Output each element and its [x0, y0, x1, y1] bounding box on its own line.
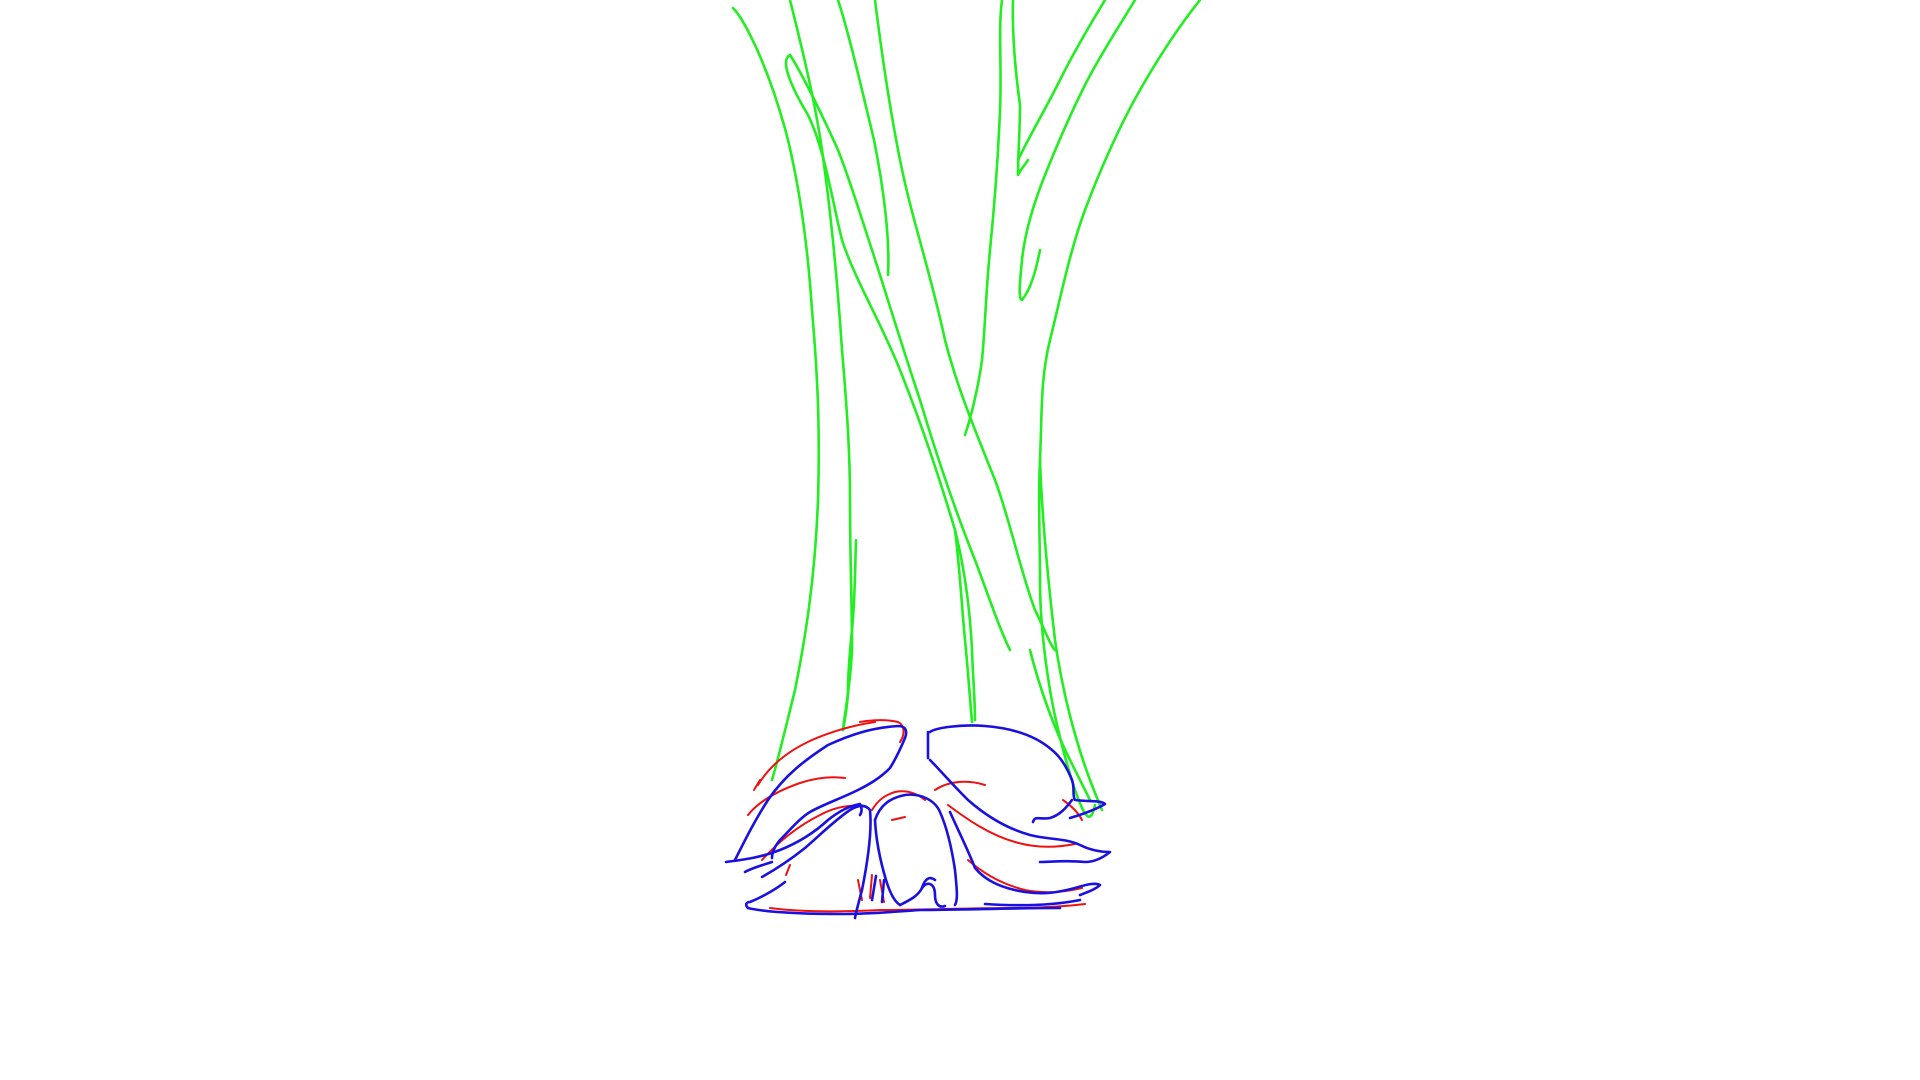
root-outline-strokes	[724, 724, 1112, 920]
sketch-stroke-hatch-2	[869, 874, 873, 899]
root-outline-right-lower	[948, 810, 1102, 897]
sketch-stroke-center-dash	[891, 816, 906, 821]
sketch-stroke-left-cap	[757, 721, 876, 786]
trunk-stroke-center-right	[963, 0, 1004, 437]
root-outline-lower-left	[760, 804, 872, 920]
trunk-stroke-right-short	[1011, 0, 1030, 177]
trunk-stroke-center-left	[836, 0, 890, 277]
sketch-stroke-top-left	[859, 719, 905, 743]
root-outline-hatch-1	[870, 874, 878, 902]
trunk-stroke-root-left	[841, 538, 858, 732]
root-outline-left-lobe	[724, 802, 863, 864]
sketch-stroke-left-mid	[747, 776, 846, 816]
root-outline-base	[746, 906, 1062, 916]
sketch-stroke-small-right	[1062, 799, 1083, 821]
trunk-stroke-right-branch-2	[1018, 0, 1137, 302]
sketch-stroke-hatch-4	[785, 864, 791, 876]
root-outline-right-mid	[928, 758, 1112, 864]
sketch-stroke-right-mid	[947, 804, 1076, 848]
root-outline-right-base	[983, 898, 1082, 907]
root-outline-hatch-2	[880, 878, 886, 904]
root-outline-left-fold	[770, 736, 907, 860]
tree-trunk-strokes	[731, 0, 1202, 818]
trunk-stroke-center-long	[873, 0, 1057, 652]
root-outline-right-knob	[1031, 798, 1074, 824]
trunk-stroke-root-right	[1028, 648, 1092, 802]
root-outline-center-bottom	[898, 882, 947, 908]
trunk-stroke-fork-loop	[784, 53, 977, 722]
root-outline-center-notch	[920, 876, 937, 890]
root-outline-inner-left	[743, 860, 774, 874]
trunk-stroke-fork-inner	[788, 53, 1012, 652]
root-outline-base-left-corner	[744, 880, 787, 910]
trunk-stroke-right-lower	[1038, 458, 1104, 812]
root-outline-left-top	[733, 724, 908, 862]
trunk-stroke-mid-lower	[953, 528, 974, 724]
trunk-stroke-left-outer	[731, 6, 821, 782]
root-outline-center-knob	[873, 793, 959, 907]
root-outline-center-left-edge	[873, 818, 902, 907]
trunk-stroke-left-inner	[788, 0, 854, 732]
sketch-stroke-small-left	[753, 779, 761, 791]
trunk-stroke-right-branch-1	[1016, 0, 1107, 162]
sketch-stroke-right-top	[934, 780, 986, 791]
root-outline-right-top	[928, 724, 1107, 820]
